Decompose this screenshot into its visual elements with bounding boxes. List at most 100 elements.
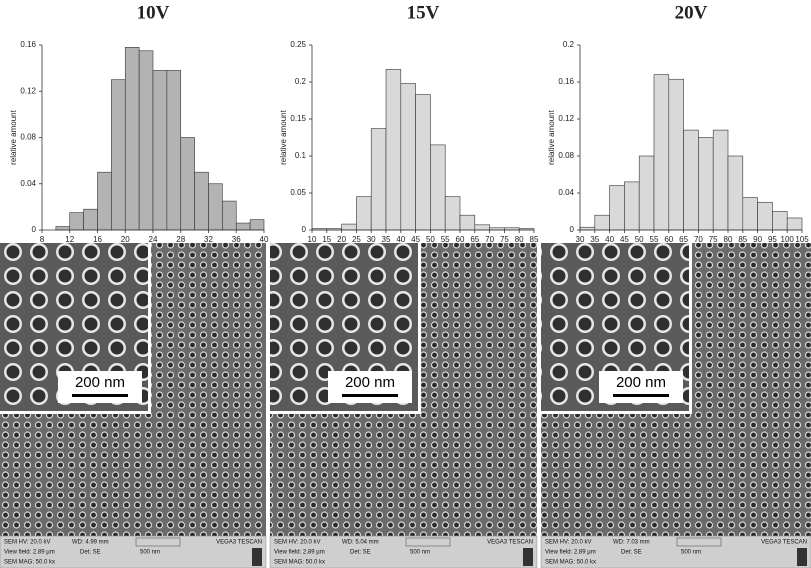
bar	[194, 171, 209, 231]
info-logo	[252, 548, 262, 566]
x-tick-label: 105	[795, 235, 809, 244]
y-tick-label: 0.08	[20, 133, 36, 142]
x-tick-label: 40	[396, 235, 405, 244]
scale-bar-box	[328, 371, 412, 403]
x-tick-label: 65	[470, 235, 479, 244]
info-text: SEM MAG: 50.0 kx	[545, 560, 596, 566]
x-tick-label: 45	[620, 235, 629, 244]
info-logo	[523, 548, 533, 566]
bar	[400, 83, 416, 231]
x-tick-label: 35	[590, 235, 599, 244]
bar	[698, 137, 714, 231]
y-tick-label: 0.05	[290, 188, 306, 197]
y-tick-label: 0.2	[563, 40, 575, 49]
x-tick-label: 30	[576, 235, 585, 244]
bar	[235, 222, 251, 231]
y-tick-label: 0.12	[20, 86, 36, 95]
x-tick-label: 10	[308, 235, 317, 244]
bar	[594, 214, 610, 231]
info-brand: VEGA3 TESCAN	[216, 540, 262, 546]
chart-title: 10V	[137, 2, 170, 23]
bar	[772, 211, 788, 231]
x-tick-label: 28	[176, 235, 185, 244]
bar	[579, 226, 596, 231]
y-tick-label: 0.16	[558, 77, 574, 86]
info-text: WD: 4.99 mm	[72, 540, 109, 546]
bar	[124, 47, 140, 231]
bar	[683, 129, 699, 231]
info-text: View field: 2.89 µm	[545, 550, 596, 556]
info-text: SEM HV: 20.0 kV	[4, 540, 50, 546]
bar	[727, 155, 744, 231]
x-tick-label: 55	[650, 235, 659, 244]
x-tick-label: 16	[93, 235, 102, 244]
info-text: 500 nm	[681, 550, 701, 556]
y-tick-label: 0	[570, 225, 575, 234]
bar	[111, 79, 126, 231]
info-text: SEM MAG: 50.0 kx	[4, 560, 55, 566]
y-tick-label: 0.08	[558, 151, 574, 160]
y-tick-label: 0.25	[290, 40, 306, 49]
info-text: WD: 7.03 mm	[613, 540, 650, 546]
bar	[249, 219, 265, 231]
info-text: WD: 5.04 mm	[342, 540, 379, 546]
bar	[638, 155, 655, 231]
bar	[742, 197, 758, 231]
info-text: Det: SE	[621, 550, 642, 556]
bar	[152, 70, 168, 231]
bar	[55, 226, 71, 231]
info-text: SEM HV: 20.0 kV	[274, 540, 320, 546]
x-tick-label: 50	[426, 235, 435, 244]
x-tick-label: 15	[322, 235, 331, 244]
y-tick-label: 0	[32, 225, 37, 234]
y-axis-label: relative amount	[547, 109, 556, 164]
bar	[474, 224, 490, 231]
y-tick-label: 0.12	[558, 114, 574, 123]
y-tick-label: 0.15	[290, 114, 306, 123]
info-text: View field: 2.89 µm	[4, 550, 55, 556]
x-tick-label: 85	[530, 235, 539, 244]
bar	[370, 128, 387, 231]
info-brand: VEGA3 TESCAN	[487, 540, 533, 546]
x-tick-label: 45	[411, 235, 420, 244]
bar	[609, 185, 625, 231]
y-tick-label: 0.04	[558, 188, 574, 197]
bar	[786, 217, 803, 231]
x-tick-label: 20	[337, 235, 346, 244]
x-tick-label: 70	[485, 235, 494, 244]
info-text: SEM MAG: 50.0 kx	[274, 560, 325, 566]
y-tick-label: 0.04	[20, 179, 36, 188]
x-tick-label: 80	[724, 235, 733, 244]
info-text: 500 nm	[410, 550, 430, 556]
info-brand: VEGA3 TESCAN	[761, 540, 807, 546]
chart-title: 15V	[407, 2, 440, 23]
x-tick-label: 40	[260, 235, 269, 244]
bar	[385, 69, 402, 231]
y-tick-label: 0	[302, 225, 307, 234]
info-text: 500 nm	[140, 550, 160, 556]
bar	[222, 200, 237, 231]
scale-bar	[613, 394, 669, 397]
bar	[624, 181, 640, 231]
bar	[166, 70, 182, 231]
x-tick-label: 60	[456, 235, 465, 244]
x-tick-label: 40	[605, 235, 614, 244]
bar	[668, 78, 684, 231]
x-tick-label: 30	[367, 235, 376, 244]
x-tick-label: 55	[441, 235, 450, 244]
info-text: Det: SE	[350, 550, 371, 556]
scale-bar-label: 200 nm	[345, 374, 395, 391]
y-tick-label: 0.1	[295, 151, 307, 160]
bar	[208, 183, 223, 231]
x-tick-label: 65	[679, 235, 688, 244]
bar	[415, 94, 431, 231]
bar	[69, 212, 84, 231]
x-tick-label: 90	[753, 235, 762, 244]
x-tick-label: 75	[709, 235, 718, 244]
info-logo	[797, 548, 807, 566]
x-tick-label: 75	[500, 235, 509, 244]
bar	[430, 144, 446, 231]
x-tick-label: 60	[664, 235, 673, 244]
x-tick-label: 24	[149, 235, 158, 244]
x-tick-label: 85	[738, 235, 747, 244]
